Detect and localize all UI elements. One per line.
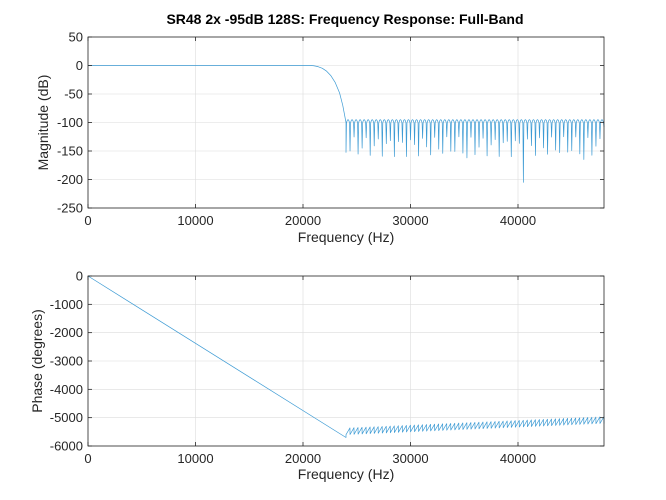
phase-x-axis-label: Frequency (Hz) [298, 466, 394, 482]
magnitude-y-axis-label: Magnitude (dB) [35, 75, 51, 171]
phase-y-axis-label: Phase (degrees) [29, 309, 45, 413]
magnitude-panel: 0 10000 20000 30000 40000 50 0 -50 -100 -150 -200 -… [35, 30, 605, 245]
x-tick-label: 10000 [177, 213, 213, 228]
x-tick-label: 30000 [392, 213, 428, 228]
x-tick-label: 30000 [392, 451, 428, 466]
y-tick-label: -5000 [50, 410, 83, 425]
y-tick-label: -50 [64, 87, 83, 102]
x-tick-label: 20000 [285, 451, 321, 466]
y-tick-label: -6000 [50, 439, 83, 454]
y-tick-label: 0 [76, 58, 83, 73]
phase-ticks: 0 10000 20000 30000 40000 0 -1000 -2000 -3000 -40… [50, 269, 604, 466]
y-tick-label: -100 [57, 115, 83, 130]
chart-title: SR48 2x -95dB 128S: Frequency Response: … [166, 11, 523, 27]
x-tick-label: 40000 [500, 213, 536, 228]
y-tick-label: -2000 [50, 325, 83, 340]
magnitude-response-line [88, 65, 605, 183]
y-tick-label: 0 [76, 269, 83, 284]
y-tick-label: -200 [57, 172, 83, 187]
y-tick-label: 50 [69, 30, 83, 45]
phase-response-line [87, 275, 605, 438]
y-tick-label: -250 [57, 201, 83, 216]
x-tick-label: 0 [84, 451, 91, 466]
x-tick-label: 10000 [177, 451, 213, 466]
y-tick-label: -4000 [50, 382, 83, 397]
y-tick-label: -1000 [50, 297, 83, 312]
x-tick-label: 20000 [285, 213, 321, 228]
y-tick-label: -3000 [50, 354, 83, 369]
y-tick-label: -150 [57, 144, 83, 159]
magnitude-ticks: 0 10000 20000 30000 40000 50 0 -50 -100 -150 -200 -… [57, 30, 604, 228]
x-tick-label: 40000 [500, 451, 536, 466]
phase-panel: 0 10000 20000 30000 40000 0 -1000 -2000 -3000 -40… [29, 269, 605, 482]
magnitude-x-axis-label: Frequency (Hz) [298, 229, 394, 245]
x-tick-label: 0 [84, 213, 91, 228]
